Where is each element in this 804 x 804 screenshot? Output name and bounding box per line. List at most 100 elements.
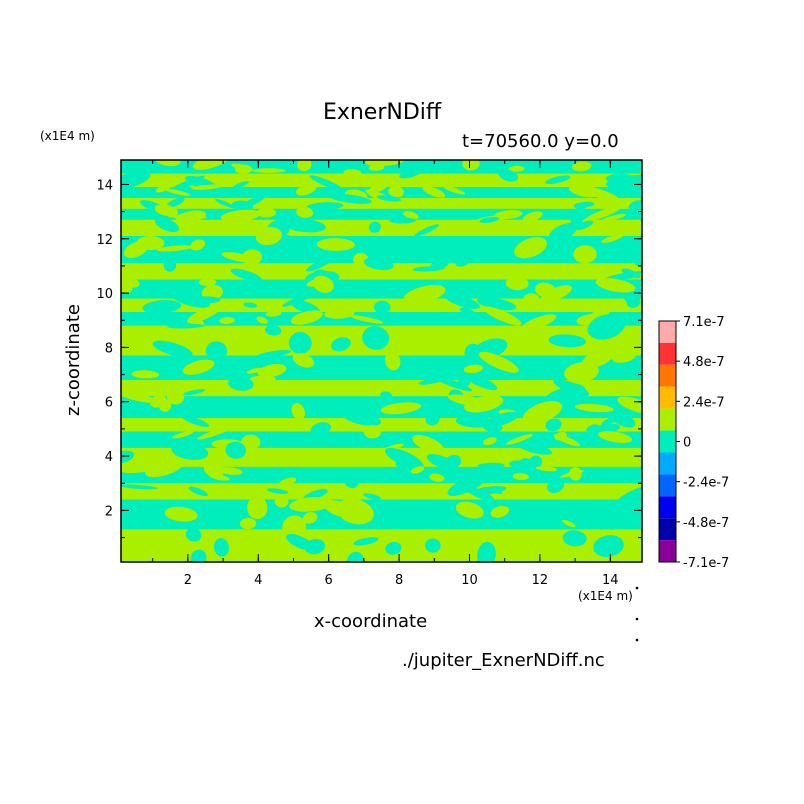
- field-eddy: [282, 293, 314, 307]
- marker-dot: [635, 638, 639, 642]
- colorbar-swatch: [659, 342, 676, 365]
- field-eddy: [601, 213, 627, 222]
- field-eddy: [516, 441, 553, 455]
- field-eddy: [318, 203, 336, 211]
- field-eddy: [529, 455, 543, 469]
- field-eddy: [431, 374, 473, 392]
- field-eddy: [617, 396, 642, 415]
- field-eddy: [219, 317, 236, 325]
- colorbar-swatch: [659, 430, 676, 453]
- field-eddy: [290, 310, 323, 325]
- field-eddy: [217, 466, 243, 475]
- field-eddy: [288, 331, 312, 355]
- field-eddy: [363, 493, 381, 500]
- field-eddy: [249, 375, 276, 383]
- field-eddy: [429, 473, 445, 482]
- field-eddy: [425, 538, 441, 553]
- field-eddy: [388, 186, 405, 198]
- colorbar-swatch: [659, 321, 676, 343]
- field-band: [121, 198, 642, 209]
- field-eddy: [256, 316, 268, 324]
- plot-axes: 2 4 6 8 10 12 14 2 4 6 8 10 12 14: [96, 159, 643, 588]
- field-eddy: [442, 185, 466, 195]
- field-eddy: [152, 340, 193, 358]
- field-eddy: [188, 486, 208, 497]
- field-eddy: [197, 425, 236, 440]
- field-eddy: [282, 515, 307, 540]
- field-eddy: [389, 217, 416, 224]
- field-eddy: [384, 351, 401, 371]
- field-eddy: [158, 398, 172, 412]
- colorbar-label: 2.4e-7: [683, 395, 725, 410]
- field-eddy: [328, 193, 372, 204]
- field-eddy: [363, 257, 394, 271]
- field-eddy: [523, 293, 540, 304]
- field-eddy: [364, 160, 405, 167]
- field-eddy: [362, 326, 390, 350]
- y-tick-label: 12: [96, 233, 113, 248]
- field-eddy: [459, 307, 475, 315]
- field-eddy: [190, 239, 206, 251]
- field-eddy: [535, 466, 558, 472]
- colorbar-swatch: [659, 364, 676, 387]
- field-eddy: [595, 278, 636, 293]
- field-eddy: [331, 337, 351, 352]
- field-band: [121, 499, 642, 530]
- field-eddy: [571, 161, 592, 172]
- field-eddy: [255, 227, 282, 246]
- field-eddy: [368, 221, 381, 233]
- colorbar-label: -4.8e-7: [683, 516, 729, 531]
- field-eddy: [121, 390, 158, 403]
- field-eddy: [155, 183, 173, 193]
- colorbar: 7.1e-7 4.8e-7 2.4e-7 0 -2.4e-7 -4.8e-7 -7.1e-7: [658, 315, 729, 571]
- field-eddy: [545, 386, 583, 403]
- colorbar-swatch: [659, 408, 676, 431]
- marker-dot: [635, 617, 639, 621]
- field-eddy: [215, 199, 236, 209]
- field-eddy: [628, 200, 642, 211]
- field-eddy: [289, 496, 333, 512]
- field-eddy: [257, 364, 287, 378]
- field-eddy: [455, 501, 484, 519]
- field-eddy: [292, 353, 315, 368]
- field-eddy: [309, 175, 343, 191]
- field-eddy: [201, 284, 224, 300]
- field-eddy: [426, 454, 458, 471]
- field-eddy: [163, 259, 177, 272]
- field-eddy: [203, 462, 224, 478]
- field-eddy: [305, 257, 333, 272]
- colorbar-swatch: [659, 496, 676, 519]
- field-eddy: [345, 478, 358, 489]
- field-eddy: [617, 174, 642, 185]
- field-eddy: [609, 411, 636, 428]
- field-eddy: [265, 310, 282, 317]
- field-eddy: [463, 395, 504, 413]
- field-eddy: [376, 195, 402, 202]
- field-eddy: [123, 241, 149, 259]
- field-eddy: [573, 245, 597, 264]
- field-eddy: [482, 306, 522, 326]
- field-eddy: [476, 297, 517, 311]
- field-eddy: [482, 437, 497, 446]
- field-eddy: [310, 422, 331, 436]
- field-eddy: [238, 195, 265, 209]
- field-eddy: [296, 206, 314, 218]
- field-eddy: [587, 313, 626, 340]
- field-eddy: [368, 182, 389, 194]
- field-eddy: [522, 401, 563, 424]
- field-band: [121, 483, 642, 500]
- field-eddy: [231, 163, 254, 172]
- field-band: [121, 418, 642, 432]
- y-tick-label: 6: [105, 396, 113, 411]
- field-eddy: [302, 512, 318, 524]
- chart-subtitle: t=70560.0 y=0.0: [462, 131, 619, 152]
- field-band: [121, 208, 642, 220]
- field-eddy: [267, 217, 296, 230]
- field-eddy: [508, 165, 525, 172]
- field-eddy: [545, 175, 571, 185]
- field-eddy: [154, 204, 179, 217]
- field-eddy: [598, 431, 633, 443]
- field-eddy: [576, 185, 619, 201]
- field-eddy: [232, 181, 249, 189]
